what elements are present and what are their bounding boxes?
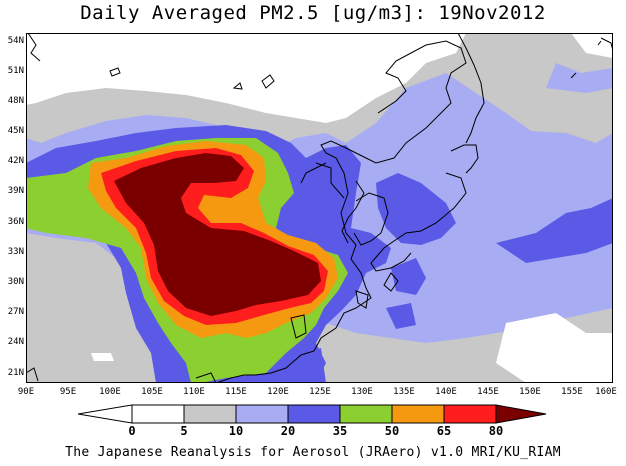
colorbar-segment-2 [183, 404, 237, 424]
lon-label: 100E [99, 387, 121, 397]
lon-label: 160E [595, 387, 617, 397]
colorbar-label: 0 [128, 424, 136, 438]
lat-label: 36N [7, 217, 24, 227]
colorbar-segment-1 [131, 404, 185, 424]
colorbar-label: 35 [332, 424, 348, 438]
lon-label: 90E [17, 387, 35, 397]
pm25-map [26, 33, 613, 383]
credit-line: The Japanese Reanalysis for Aerosol (JRA… [65, 445, 561, 460]
lon-label: 105E [141, 387, 163, 397]
lon-label: 145E [477, 387, 499, 397]
colorbar-label: 65 [436, 424, 452, 438]
lat-label: 24N [7, 337, 24, 347]
colorbar-segment-4 [287, 404, 341, 424]
lat-label: 30N [7, 277, 24, 287]
lon-label: 130E [351, 387, 373, 397]
lat-label: 54N [7, 36, 24, 46]
lat-label: 48N [7, 96, 24, 106]
colorbar-label: 5 [180, 424, 188, 438]
colorbar-segment-7 [443, 404, 497, 424]
lat-label: 42N [7, 156, 24, 166]
lat-label: 39N [7, 186, 24, 196]
lon-label: 110E [183, 387, 205, 397]
colorbar-label: 20 [280, 424, 296, 438]
lon-label: 150E [519, 387, 541, 397]
colorbar-label: 80 [488, 424, 504, 438]
colorbar-label: 50 [384, 424, 400, 438]
lat-label: 45N [7, 126, 24, 136]
colorbar-segment-3 [235, 404, 289, 424]
lat-label: 33N [7, 247, 24, 257]
colorbar-segment-6 [391, 404, 445, 424]
colorbar-segment-8-right-arrow [495, 404, 547, 424]
coastlines [26, 33, 613, 383]
lon-label: 115E [225, 387, 247, 397]
map-frame [26, 33, 613, 383]
lon-label: 155E [561, 387, 583, 397]
lon-label: 125E [309, 387, 331, 397]
colorbar-segment-0-left-arrow [77, 404, 133, 424]
lat-label: 51N [7, 66, 24, 76]
darkred-contour-80 [114, 153, 321, 316]
colorbar-segment-5 [339, 404, 393, 424]
lon-label: 120E [267, 387, 289, 397]
lat-label: 27N [7, 307, 24, 317]
lon-label: 140E [435, 387, 457, 397]
white-contour-0-5 [26, 33, 613, 383]
lon-label: 95E [59, 387, 77, 397]
map-title: Daily Averaged PM2.5 [ug/m3]: 19Nov2012 [80, 2, 546, 24]
colorbar [77, 404, 547, 424]
colorbar-label: 10 [228, 424, 244, 438]
lat-label: 21N [7, 368, 24, 378]
lon-label: 135E [393, 387, 415, 397]
